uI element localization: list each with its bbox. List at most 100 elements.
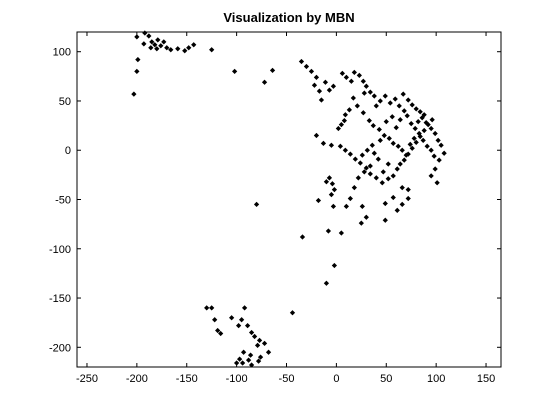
data-point bbox=[146, 33, 152, 39]
data-point bbox=[248, 329, 255, 336]
data-point bbox=[356, 72, 362, 78]
y-tick-label: -50 bbox=[55, 195, 71, 207]
data-point bbox=[371, 150, 377, 156]
data-point bbox=[175, 46, 181, 52]
x-tick-label: 0 bbox=[333, 373, 339, 385]
y-axis: -200 -150 -100 -50 0 50 100 bbox=[49, 47, 501, 354]
data-point bbox=[341, 118, 347, 124]
data-point bbox=[394, 166, 400, 172]
data-point bbox=[204, 305, 210, 311]
data-point bbox=[360, 110, 366, 116]
data-point bbox=[338, 230, 345, 236]
data-point bbox=[342, 147, 348, 153]
x-tick-label: -100 bbox=[226, 373, 248, 385]
data-point bbox=[330, 83, 337, 89]
data-point bbox=[382, 200, 388, 207]
data-point bbox=[343, 74, 349, 80]
data-point bbox=[394, 207, 400, 213]
data-point bbox=[369, 142, 375, 148]
data-point bbox=[405, 195, 411, 202]
data-point bbox=[289, 310, 296, 316]
data-point bbox=[366, 118, 372, 124]
data-point bbox=[318, 97, 325, 103]
data-point bbox=[161, 39, 167, 45]
y-tick-label: -150 bbox=[49, 293, 71, 305]
data-point bbox=[381, 132, 387, 139]
data-point bbox=[420, 137, 426, 144]
data-point bbox=[313, 132, 320, 139]
data-point bbox=[431, 153, 437, 159]
x-tick-label: -50 bbox=[279, 373, 295, 385]
data-point bbox=[363, 83, 369, 89]
data-point bbox=[375, 156, 381, 162]
y-tick-label: 50 bbox=[59, 96, 71, 108]
data-point bbox=[361, 90, 367, 96]
data-point bbox=[416, 130, 422, 137]
data-point bbox=[376, 126, 382, 133]
data-point bbox=[164, 45, 170, 51]
x-axis: -250 -200 -150 -100 -50 0 50 100 150 bbox=[76, 32, 495, 385]
data-point bbox=[428, 173, 434, 179]
data-point bbox=[342, 112, 348, 118]
data-point bbox=[298, 58, 305, 65]
data-point bbox=[257, 354, 264, 360]
data-point bbox=[155, 37, 161, 43]
data-point bbox=[158, 43, 164, 49]
data-point bbox=[343, 203, 349, 210]
data-point bbox=[215, 327, 221, 334]
data-point bbox=[432, 166, 438, 172]
data-point bbox=[358, 220, 364, 226]
data-point bbox=[311, 82, 318, 88]
data-point bbox=[308, 68, 315, 75]
data-point bbox=[429, 117, 435, 123]
data-point bbox=[191, 42, 197, 48]
data-point bbox=[435, 137, 441, 144]
data-point bbox=[425, 121, 431, 128]
data-point bbox=[135, 56, 141, 63]
data-point bbox=[364, 147, 370, 153]
data-point bbox=[373, 103, 379, 109]
data-point bbox=[335, 125, 342, 132]
data-point bbox=[395, 143, 401, 149]
data-point bbox=[415, 119, 421, 125]
data-point bbox=[392, 96, 398, 102]
data-point bbox=[409, 145, 415, 151]
data-point bbox=[377, 137, 383, 144]
data-point bbox=[355, 175, 361, 181]
data-point bbox=[254, 342, 261, 348]
data-point bbox=[141, 41, 147, 47]
data-point bbox=[405, 187, 411, 193]
data-point bbox=[419, 115, 425, 121]
data-point bbox=[245, 357, 252, 363]
data-point bbox=[323, 179, 330, 185]
data-point bbox=[383, 119, 389, 125]
data-point bbox=[377, 98, 383, 104]
x-tick-label: 50 bbox=[380, 373, 392, 385]
y-tick-label: -200 bbox=[49, 342, 71, 354]
data-point bbox=[347, 151, 353, 157]
data-point bbox=[235, 322, 242, 329]
data-point bbox=[331, 262, 338, 269]
data-point bbox=[399, 201, 405, 208]
data-point bbox=[399, 185, 405, 191]
data-point bbox=[134, 68, 140, 75]
data-point bbox=[389, 114, 395, 120]
data-point bbox=[407, 141, 413, 147]
data-point bbox=[417, 109, 423, 115]
data-point bbox=[357, 160, 363, 166]
data-point bbox=[329, 181, 336, 187]
y-tick-label: 100 bbox=[53, 47, 71, 59]
data-point bbox=[351, 185, 357, 191]
data-point bbox=[337, 143, 344, 149]
data-point bbox=[325, 228, 332, 234]
data-point bbox=[315, 197, 322, 204]
data-point bbox=[424, 143, 430, 149]
data-point bbox=[328, 191, 335, 198]
data-point bbox=[399, 147, 405, 153]
data-point bbox=[403, 152, 409, 158]
x-tick-label: -200 bbox=[126, 373, 148, 385]
data-point bbox=[303, 63, 310, 70]
data-point bbox=[326, 87, 333, 93]
